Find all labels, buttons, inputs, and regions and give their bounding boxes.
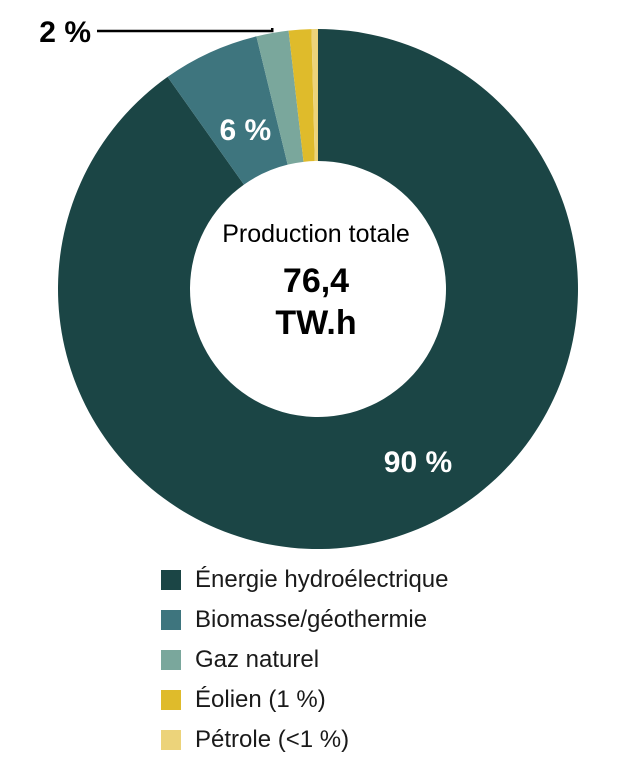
legend-swatch	[161, 730, 181, 750]
leader-line	[97, 28, 274, 33]
center-caption: Production totale	[222, 220, 410, 248]
center-value-unit: TW.h	[275, 304, 356, 342]
legend-swatch	[161, 610, 181, 630]
donut-chart: Production totale 76,4 TW.h 90 % 6 % 2 %	[39, 16, 578, 549]
legend-label: Éolien (1 %)	[195, 686, 326, 713]
legend-swatch	[161, 690, 181, 710]
legend-item-eolien: Éolien (1 %)	[161, 680, 581, 720]
donut-slices	[58, 29, 578, 549]
legend-swatch	[161, 570, 181, 590]
legend-item-hydro: Énergie hydroélectrique	[161, 560, 581, 600]
legend-label: Biomasse/géothermie	[195, 606, 428, 633]
legend-label: Gaz naturel	[195, 646, 320, 673]
slice-0	[58, 29, 578, 549]
legend-item-biomasse: Biomasse/géothermie	[161, 600, 581, 640]
slice-3	[288, 29, 315, 162]
legend-item-petrole: Pétrole (<1 %)	[161, 720, 581, 760]
legend-label: Pétrole (<1 %)	[195, 726, 350, 753]
center-value-number: 76,4	[283, 262, 349, 300]
slice-labels: 90 % 6 % 2 %	[39, 16, 452, 479]
legend-label: Énergie hydroélectrique	[195, 566, 449, 593]
slice-1	[167, 36, 288, 185]
legend: Énergie hydroélectrique Biomasse/géother…	[161, 560, 581, 760]
data-label-1: 6 %	[219, 114, 271, 147]
legend-swatch	[161, 650, 181, 670]
slice-4	[311, 29, 318, 162]
data-label-2: 2 %	[39, 16, 91, 49]
slice-2	[256, 30, 304, 165]
data-label-0: 90 %	[384, 446, 452, 479]
legend-item-gaz: Gaz naturel	[161, 640, 581, 680]
